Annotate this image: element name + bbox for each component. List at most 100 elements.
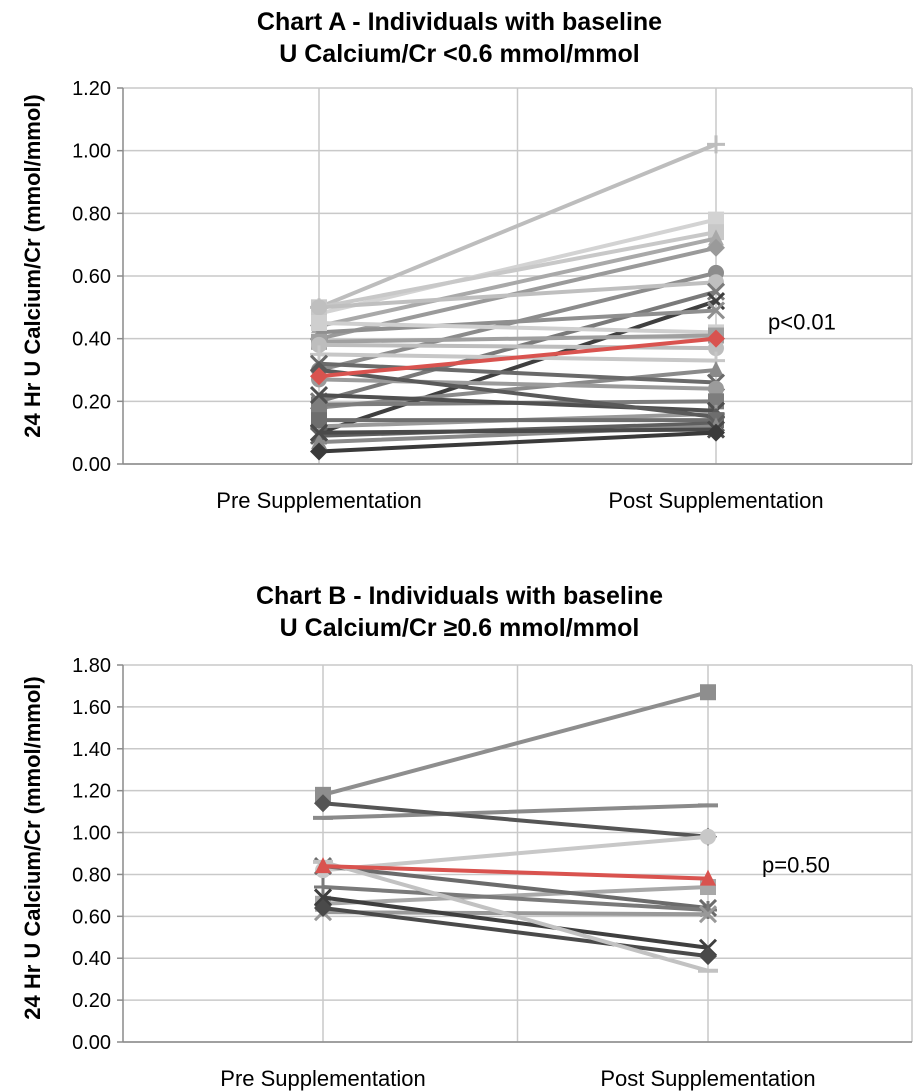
chart-a-series-27: [310, 423, 725, 461]
chart-a: Chart A - Individuals with baseline U Ca…: [0, 0, 919, 540]
chart-b-plot: 0.00 0.20 0.40 0.60 0.80 1.00 1.20 1.40 1.60 1.80…: [72, 655, 913, 1091]
chart-a-series-line: [317, 361, 718, 385]
chart-a-x-category-label: Post Supplementation: [608, 488, 823, 513]
chart-b-title-line2: U Calcium/Cr ≥0.6 mmol/mmol: [279, 614, 640, 642]
chart-a-series-line: [317, 342, 718, 351]
chart-a-y-tick-label: 1.20: [72, 78, 111, 100]
chart-a-point: [309, 386, 329, 405]
chart-a-point: [310, 345, 328, 364]
chart-b-y-tick-label: 0.40: [72, 948, 111, 970]
chart-b-series-line: [321, 864, 710, 910]
chart-b-series-line: [321, 864, 710, 881]
chart-a-point: [310, 442, 328, 461]
chart-a-point: [706, 301, 726, 320]
chart-a-point: [310, 367, 328, 386]
chart-b-p-value-annotation: p=0.50: [762, 852, 830, 877]
chart-b-y-tick-label: 1.80: [72, 655, 111, 677]
chart-b-x-category-label: Post Supplementation: [600, 1066, 815, 1091]
chart-a-p-value-annotation: p<0.01: [768, 309, 836, 334]
chart-b-point: [700, 869, 716, 886]
chart-a-point: [708, 340, 724, 357]
chart-a-point: [707, 423, 725, 442]
chart-a-plot: 0.00 0.20 0.40 0.60 0.80 1.00 1.20 Pre Suppleme…: [72, 78, 913, 513]
chart-a-series-line: [317, 427, 718, 435]
chart-a-point: [707, 238, 725, 257]
chart-b-series-line: [321, 859, 710, 973]
chart-b-series-line: [321, 803, 710, 820]
chart-a-y-tick-label: 0.00: [72, 454, 111, 476]
chart-a-series-line: [317, 236, 718, 329]
chart-b: Chart B - Individuals with baseline U Ca…: [0, 560, 919, 1092]
chart-a-x-category-label: Pre Supplementation: [216, 488, 421, 513]
chart-a-title: Chart A - Individuals with baseline U Ca…: [0, 6, 919, 70]
chart-b-title-line1: Chart B - Individuals with baseline: [255, 582, 663, 610]
chart-b-series-line: [321, 885, 710, 906]
chart-a-point: [311, 299, 327, 316]
chart-a-y-tick-label: 0.80: [72, 203, 111, 225]
chart-b-y-tick-label: 0.60: [72, 906, 111, 928]
chart-b-y-tick-label: 0.00: [72, 1032, 111, 1054]
chart-b-series-1: [315, 684, 716, 803]
chart-a-point: [707, 135, 725, 154]
chart-a-y-tick-label: 0.20: [72, 391, 111, 413]
chart-a-series-line: [317, 217, 718, 316]
chart-b-series-11: [314, 898, 717, 966]
chart-a-point: [311, 433, 327, 450]
chart-b-point: [700, 828, 716, 845]
chart-a-series-line: [317, 230, 718, 310]
chart-b-series-line: [321, 910, 710, 917]
chart-a-series-line: [317, 142, 718, 310]
chart-b-y-tick-label: 1.20: [72, 781, 111, 803]
chart-a-point: [708, 380, 724, 397]
chart-b-y-tick-label: 1.40: [72, 739, 111, 761]
chart-a-point: [707, 329, 725, 348]
chart-b-series-5: [315, 857, 716, 886]
chart-b-y-tick-label: 0.20: [72, 990, 111, 1012]
chart-b-point: [314, 878, 332, 897]
chart-a-point: [311, 336, 327, 353]
chart-a-y-tick-label: 1.00: [72, 141, 111, 163]
chart-b-y-tick-label: 1.60: [72, 697, 111, 719]
chart-a-series-14: [311, 336, 724, 357]
chart-a-series-line: [317, 336, 718, 379]
chart-a-point: [311, 412, 327, 429]
chart-b-series-line: [321, 834, 710, 873]
chart-a-point: [311, 315, 327, 331]
chart-b-series-line: [321, 885, 710, 913]
chart-a-title-line2: U Calcium/Cr <0.6 mmol/mmol: [279, 40, 640, 68]
chart-b-series-line: [321, 895, 710, 950]
chart-a-series-line: [317, 368, 718, 419]
chart-a-series-line: [317, 308, 718, 335]
chart-b-point: [313, 888, 333, 907]
chart-b-series-line: [321, 690, 710, 797]
chart-b-point: [699, 947, 717, 966]
chart-b-y-tick-label: 1.00: [72, 823, 111, 845]
chart-a-point: [309, 423, 329, 442]
chart-b-series-3: [314, 794, 717, 846]
chart-a-series-13: [310, 329, 725, 386]
chart-a-series-line: [317, 430, 718, 454]
chart-b-series-line: [321, 905, 710, 959]
chart-b-point: [700, 684, 716, 701]
chart-a-series-line: [317, 299, 718, 435]
chart-b-x-category-label: Pre Supplementation: [220, 1066, 425, 1091]
chart-a-series-line: [317, 333, 718, 344]
chart-b-point: [698, 905, 718, 924]
chart-a-point: [708, 361, 724, 377]
chart-b-title: Chart B - Individuals with baseline U Ca…: [0, 580, 919, 644]
chart-a-series-line: [317, 377, 718, 391]
chart-b-series-2: [313, 803, 718, 820]
chart-a-y-tick-label: 0.40: [72, 329, 111, 351]
chart-a-title-line1: Chart A - Individuals with baseline: [256, 8, 663, 36]
chart-a-point: [708, 211, 724, 228]
chart-a-series-line: [317, 321, 718, 335]
chart-b-point: [314, 898, 332, 917]
chart-b-point: [314, 794, 332, 813]
chart-a-y-tick-label: 0.60: [72, 266, 111, 288]
chart-b-point: [315, 857, 331, 874]
chart-b-series-line: [321, 801, 710, 839]
chart-a-series-line: [317, 368, 718, 410]
chart-a-series-line: [317, 280, 718, 310]
chart-b-y-tick-label: 0.80: [72, 864, 111, 886]
chart-a-point: [708, 229, 724, 246]
